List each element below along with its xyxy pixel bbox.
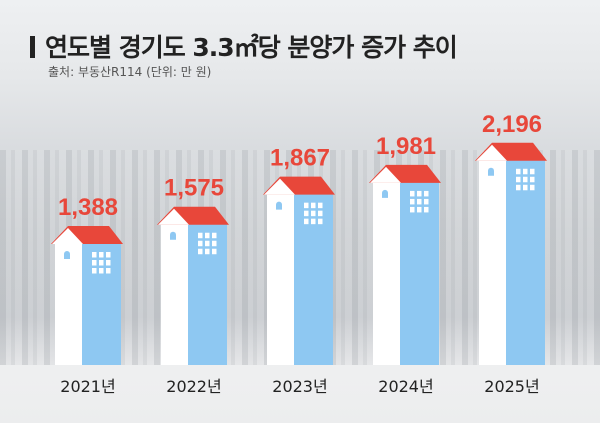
window-icon <box>530 176 535 183</box>
value-label: 1,981 <box>376 133 436 160</box>
window-icon <box>304 210 309 217</box>
category-label: 2024년 <box>378 377 433 396</box>
window-icon <box>424 190 429 197</box>
building-wall-light <box>267 193 294 365</box>
window-icon <box>99 260 104 266</box>
arch-window-icon <box>488 167 494 176</box>
value-label: 1,575 <box>164 175 224 202</box>
value-label: 2,196 <box>482 111 542 138</box>
window-icon <box>516 176 521 183</box>
window-icon <box>198 232 203 239</box>
window-icon <box>212 248 217 255</box>
window-icon <box>205 248 210 255</box>
arch-window-icon <box>276 201 282 210</box>
window-icon <box>304 202 309 209</box>
window-icon <box>311 218 316 225</box>
building-bar-2021년: 1,388 2021년 <box>51 194 123 396</box>
value-label: 1,388 <box>58 194 118 221</box>
window-icon <box>212 240 217 247</box>
window-icon <box>318 218 323 225</box>
building-bar-2025년: 2,196 2025년 <box>475 111 547 396</box>
value-label: 1,867 <box>270 145 330 172</box>
window-icon <box>410 198 415 205</box>
window-icon <box>523 176 528 183</box>
window-icon <box>311 210 316 217</box>
building-gable <box>476 144 507 161</box>
chart-title-text: 연도별 경기도 3.3㎡당 분양가 증가 추이 <box>45 33 458 62</box>
window-icon <box>410 206 415 213</box>
window-icon <box>205 232 210 239</box>
building-bar-2022년: 1,575 2022년 <box>157 175 229 396</box>
building-gable <box>264 178 295 195</box>
building-gable <box>158 208 189 225</box>
category-label: 2021년 <box>60 377 115 396</box>
window-icon <box>205 240 210 247</box>
window-icon <box>106 252 111 258</box>
building-gable <box>370 166 401 183</box>
window-icon <box>410 190 415 197</box>
category-label: 2023년 <box>272 377 327 396</box>
building-wall-light <box>373 181 400 365</box>
building-wall-light <box>55 243 82 365</box>
window-icon <box>318 202 323 209</box>
window-icon <box>198 240 203 247</box>
window-icon <box>92 260 97 266</box>
window-icon <box>212 232 217 239</box>
window-icon <box>516 168 521 175</box>
window-icon <box>424 198 429 205</box>
category-label: 2022년 <box>166 377 221 396</box>
ground-band <box>0 365 600 423</box>
source-note: 출처: 부동산R114 (단위: 만 원) <box>48 65 212 79</box>
window-icon <box>92 268 97 274</box>
building-wall-dark <box>188 223 227 365</box>
window-icon <box>106 260 111 266</box>
window-icon <box>516 184 521 191</box>
arch-window-icon <box>382 189 388 198</box>
chart-title: 연도별 경기도 3.3㎡당 분양가 증가 추이 <box>30 28 458 64</box>
window-icon <box>318 210 323 217</box>
window-icon <box>424 206 429 213</box>
window-icon <box>304 218 309 225</box>
building-wall-light <box>161 223 188 365</box>
window-icon <box>99 252 104 258</box>
window-icon <box>523 168 528 175</box>
window-icon <box>99 268 104 274</box>
window-icon <box>523 184 528 191</box>
building-wall-dark <box>400 181 439 365</box>
title-marker <box>30 36 35 58</box>
building-wall-light <box>479 159 506 365</box>
window-icon <box>92 252 97 258</box>
window-icon <box>311 202 316 209</box>
category-label: 2025년 <box>484 377 539 396</box>
arch-window-icon <box>170 231 176 240</box>
window-icon <box>530 184 535 191</box>
building-wall-dark <box>506 159 545 365</box>
arch-window-icon <box>64 251 70 259</box>
building-bar-2024년: 1,981 2024년 <box>369 133 441 396</box>
window-icon <box>198 248 203 255</box>
window-icon <box>417 198 422 205</box>
window-icon <box>417 190 422 197</box>
window-icon <box>106 268 111 274</box>
building-bar-2023년: 1,867 2023년 <box>263 145 335 396</box>
window-icon <box>417 206 422 213</box>
window-icon <box>530 168 535 175</box>
building-gable <box>52 228 83 244</box>
